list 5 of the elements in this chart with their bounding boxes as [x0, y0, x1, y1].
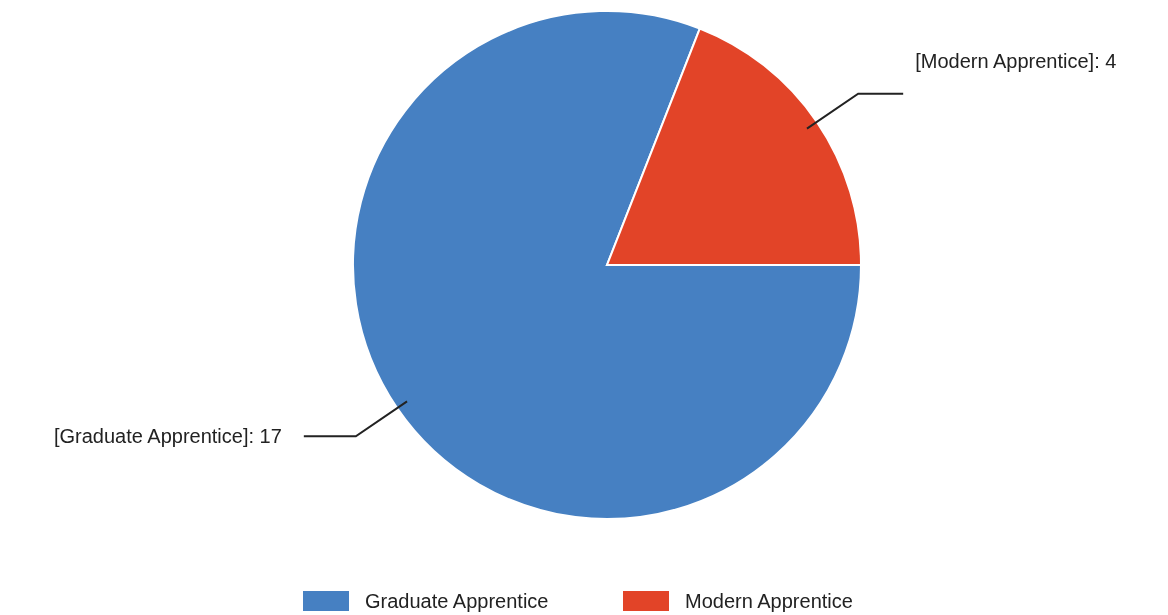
data-label: [Modern Apprentice]: 4 [915, 49, 1117, 72]
data-label: [Graduate Apprentice]: 17 [53, 425, 282, 448]
legend-label: Modern Apprentice [685, 590, 853, 612]
pie-slice [352, 10, 862, 520]
legend-label: Graduate Apprentice [365, 590, 549, 612]
